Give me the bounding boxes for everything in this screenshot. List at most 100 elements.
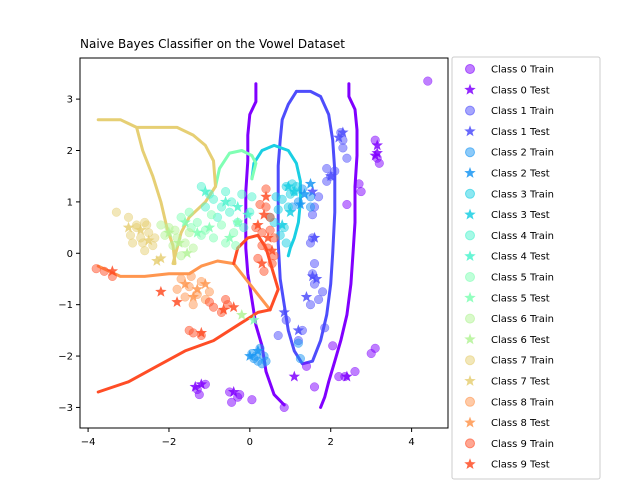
test-point-class-9 xyxy=(155,285,167,297)
test-point-class-0 xyxy=(371,139,383,151)
train-point-class-9 xyxy=(255,199,265,210)
test-point-class-1 xyxy=(300,290,313,302)
legend-marker-test xyxy=(464,416,476,428)
train-point-class-0 xyxy=(356,187,366,197)
legend-marker-train xyxy=(465,188,475,199)
test-point-class-1 xyxy=(306,185,319,197)
train-point-class-0 xyxy=(247,395,257,405)
legend-marker-test xyxy=(464,250,476,262)
train-point-class-1 xyxy=(314,192,324,202)
train-point-class-6 xyxy=(188,243,198,253)
y-tick-label: 3 xyxy=(67,95,73,106)
legend-marker-train xyxy=(465,105,475,116)
legend-label: Class 1 Train xyxy=(491,106,554,117)
test-point-class-5 xyxy=(248,314,260,325)
train-point-class-0 xyxy=(350,366,360,377)
legend-marker-train xyxy=(465,438,475,449)
train-point-class-5 xyxy=(208,233,219,243)
test-point-class-2 xyxy=(252,344,264,356)
test-point-class-0 xyxy=(227,386,240,397)
y-axis: −3 −2 −1 0 1 2 3 xyxy=(58,95,80,414)
x-tick-label: −4 xyxy=(81,437,96,448)
train-point-class-7 xyxy=(111,207,121,217)
test-point-class-1 xyxy=(337,126,349,138)
test-point-class-9 xyxy=(262,231,274,243)
legend-marker-test xyxy=(464,375,476,386)
train-point-class-9 xyxy=(204,297,214,307)
train-point-class-3 xyxy=(273,205,283,215)
test-point-class-9 xyxy=(252,219,264,230)
train-point-class-8 xyxy=(180,292,190,302)
train-point-class-4 xyxy=(237,189,247,199)
train-point-class-7 xyxy=(125,230,136,240)
train-point-class-8 xyxy=(186,271,196,281)
legend-label: Class 8 Test xyxy=(491,418,550,429)
train-point-class-1 xyxy=(314,294,324,305)
test-point-class-9 xyxy=(258,208,270,220)
test-point-class-0 xyxy=(371,147,383,158)
train-point-class-7 xyxy=(150,233,160,243)
legend-marker-train xyxy=(465,396,475,407)
legend-label: Class 3 Test xyxy=(491,210,550,221)
train-point-class-0 xyxy=(354,179,364,189)
x-tick-label: −2 xyxy=(162,437,177,448)
train-point-class-2 xyxy=(305,202,316,212)
legend-marker-test xyxy=(464,83,476,95)
legend-marker-train xyxy=(465,313,475,324)
legend-marker-train xyxy=(465,230,475,241)
test-point-class-1 xyxy=(310,272,323,284)
test-point-class-7 xyxy=(122,221,135,233)
train-point-class-2 xyxy=(295,354,305,364)
test-point-class-3 xyxy=(284,206,296,218)
test-point-class-4 xyxy=(219,195,232,207)
test-point-class-4 xyxy=(199,185,212,197)
test-point-class-8 xyxy=(179,278,191,289)
train-point-class-9 xyxy=(91,264,101,274)
test-point-class-9 xyxy=(106,265,119,277)
legend-marker-train xyxy=(465,272,475,282)
legend-label: Class 3 Train xyxy=(491,189,554,200)
train-point-class-1 xyxy=(342,153,352,163)
test-point-class-5 xyxy=(191,226,203,238)
train-point-class-1 xyxy=(273,330,283,341)
test-point-class-5 xyxy=(223,231,236,243)
test-point-class-9 xyxy=(260,190,272,202)
train-point-class-2 xyxy=(259,351,269,361)
test-point-class-0 xyxy=(195,378,208,390)
test-point-class-9 xyxy=(266,244,278,256)
legend-label: Class 9 Test xyxy=(491,460,550,471)
train-point-class-9 xyxy=(267,259,277,269)
test-point-class-2 xyxy=(304,177,317,189)
legend-marker-train xyxy=(465,147,475,158)
y-tick-label: 0 xyxy=(67,249,73,260)
test-point-class-7 xyxy=(134,224,147,236)
train-point-class-0 xyxy=(194,390,204,400)
y-tick-label: 1 xyxy=(67,197,73,208)
train-point-class-3 xyxy=(271,192,281,202)
test-point-class-3 xyxy=(288,185,301,197)
train-point-class-7 xyxy=(140,246,150,256)
train-point-class-6 xyxy=(184,228,194,238)
legend-box xyxy=(451,56,601,480)
train-point-class-0 xyxy=(370,343,380,353)
train-point-class-7 xyxy=(123,212,134,222)
boundary-line-class-5 xyxy=(214,149,258,188)
train-point-class-0 xyxy=(227,397,237,407)
x-tick-label: 2 xyxy=(328,437,334,448)
test-point-class-6 xyxy=(181,247,193,259)
test-point-class-6 xyxy=(163,226,175,238)
test-point-class-0 xyxy=(341,370,353,382)
legend-label: Class 7 Train xyxy=(491,356,554,367)
test-point-class-2 xyxy=(298,188,311,200)
chart-title: Naive Bayes Classifier on the Vowel Data… xyxy=(80,37,345,51)
test-point-class-3 xyxy=(282,180,294,192)
train-point-class-9 xyxy=(259,266,269,276)
y-tick-label: −2 xyxy=(58,352,73,363)
train-point-class-1 xyxy=(305,300,316,310)
legend-label: Class 6 Test xyxy=(491,335,550,346)
y-tick-label: −1 xyxy=(58,300,73,311)
test-point-class-2 xyxy=(244,350,256,361)
legend-marker-test xyxy=(464,125,476,137)
train-point-class-7 xyxy=(128,238,138,248)
train-point-class-0 xyxy=(301,361,312,371)
